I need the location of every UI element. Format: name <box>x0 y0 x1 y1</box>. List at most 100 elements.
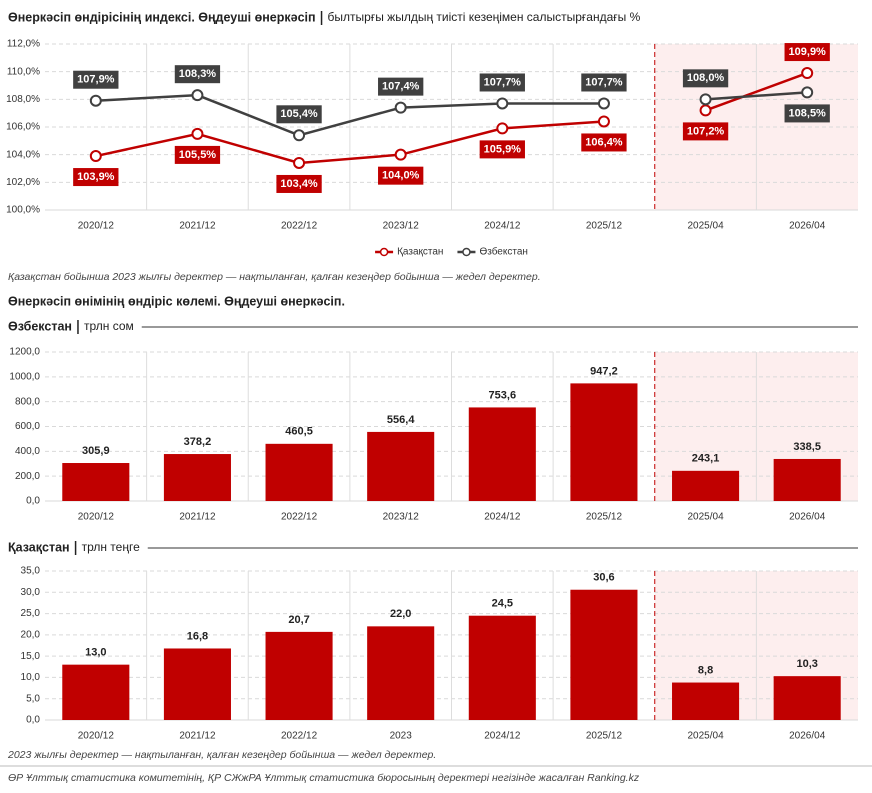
x-tick-label: 2025/04 <box>687 731 724 742</box>
bar <box>570 589 638 720</box>
value-label: 108,5% <box>789 107 827 119</box>
chart-subtitle: былтырғы жылдың тиісті кезеңімен салысты… <box>328 10 641 24</box>
y-tick-label: 102,0% <box>6 177 40 188</box>
y-tick-label: 20,0 <box>21 629 41 640</box>
value-label: 305,9 <box>82 445 110 457</box>
x-tick-label: 2026/04 <box>789 731 826 742</box>
y-tick-label: 10,0 <box>21 672 41 683</box>
legend-marker <box>462 247 471 257</box>
value-label-box <box>479 73 525 92</box>
bar <box>468 615 536 720</box>
point <box>394 101 407 114</box>
bar <box>367 626 435 720</box>
section-title: Өнеркәсіп өнімінің өндіріс көлемі. Өңдеу… <box>8 294 345 308</box>
y-tick-label: 5,0 <box>26 693 40 704</box>
bar <box>468 407 536 501</box>
y-tick-label: 25,0 <box>21 608 41 619</box>
y-tick-label: 30,0 <box>21 587 41 598</box>
value-label: 947,2 <box>590 365 618 377</box>
value-label: 22,0 <box>390 608 411 620</box>
value-label: 20,7 <box>288 614 309 626</box>
value-label: 107,4% <box>382 81 420 93</box>
value-label-box <box>784 104 830 123</box>
value-label-box <box>73 168 119 187</box>
x-tick-label: 2025/04 <box>687 221 724 232</box>
value-label: 556,4 <box>387 414 415 426</box>
value-label: 105,4% <box>280 108 318 120</box>
x-tick-label: 2023/12 <box>383 221 420 232</box>
value-label-box <box>276 174 322 193</box>
x-tick-label: 2021/12 <box>179 731 216 742</box>
value-label-box <box>682 69 729 88</box>
point <box>191 89 204 102</box>
note: 2023 жылғы деректер — нақтыланған, қалға… <box>7 749 436 761</box>
x-tick-label: 2024/12 <box>484 512 521 523</box>
y-tick-label: 600,0 <box>15 421 40 432</box>
value-label: 10,3 <box>796 658 817 670</box>
value-label: 107,7% <box>484 76 522 88</box>
point <box>801 86 814 99</box>
y-tick-label: 35,0 <box>21 566 41 577</box>
value-label: 105,9% <box>484 143 522 155</box>
x-tick-label: 2022/12 <box>281 731 318 742</box>
point <box>89 150 102 163</box>
y-tick-label: 800,0 <box>15 396 40 407</box>
x-tick-label: 2024/12 <box>484 731 521 742</box>
value-label-box <box>378 166 424 185</box>
value-label-box <box>378 77 424 96</box>
y-tick-label: 112,0% <box>7 39 40 50</box>
y-tick-label: 200,0 <box>15 471 40 482</box>
bar <box>163 454 231 501</box>
x-tick-label: 2025/12 <box>586 512 623 523</box>
series-line <box>705 71 808 112</box>
y-tick-label: 100,0% <box>6 205 40 216</box>
point <box>89 94 102 107</box>
value-label: 243,1 <box>692 453 720 465</box>
value-label: 104,0% <box>382 170 420 182</box>
y-tick-label: 110,0% <box>7 66 40 77</box>
x-tick-label: 2022/12 <box>281 512 318 523</box>
y-tick-label: 1000,0 <box>9 371 40 382</box>
bar <box>265 443 333 501</box>
x-tick-label: 2020/12 <box>78 221 115 232</box>
legend-label: Өзбекстан <box>479 246 527 258</box>
value-label: 107,9% <box>77 74 115 86</box>
value-label-box <box>174 145 221 164</box>
value-label-box <box>581 133 627 152</box>
y-tick-label: 108,0% <box>6 94 40 105</box>
x-tick-label: 2025/04 <box>687 512 724 523</box>
point <box>597 115 610 128</box>
series-line <box>95 93 604 137</box>
series-line <box>705 91 808 101</box>
bar <box>672 470 740 501</box>
bar <box>672 682 740 720</box>
y-tick-label: 104,0% <box>6 149 40 160</box>
chart-title: Өнеркәсіп өндірісінің индексі. Өңдеуші ө… <box>8 10 316 24</box>
value-label: 103,9% <box>77 171 115 183</box>
y-tick-label: 0,0 <box>26 715 40 726</box>
value-label: 107,7% <box>585 76 623 88</box>
bar <box>62 664 130 720</box>
value-label-box <box>784 43 830 62</box>
value-label: 30,6 <box>593 572 614 584</box>
point <box>496 97 509 110</box>
x-tick-label: 2025/12 <box>586 221 623 232</box>
value-label: 8,8 <box>698 664 713 676</box>
legend-label: Қазақстан <box>397 247 443 258</box>
chart-subtitle: трлн теңге <box>82 540 140 554</box>
value-label: 106,4% <box>585 136 623 148</box>
point <box>496 122 509 135</box>
value-label: 108,3% <box>179 68 217 80</box>
y-tick-label: 15,0 <box>21 651 41 662</box>
value-label: 103,4% <box>280 178 318 190</box>
point <box>597 97 610 110</box>
legend-marker <box>379 247 389 257</box>
value-label: 13,0 <box>85 647 106 659</box>
x-tick-label: 2022/12 <box>281 221 318 232</box>
value-label: 338,5 <box>793 441 821 453</box>
x-tick-label: 2025/12 <box>586 731 623 742</box>
value-label: 109,9% <box>789 46 827 58</box>
bar <box>367 431 435 501</box>
y-tick-label: 1200,0 <box>9 347 40 358</box>
